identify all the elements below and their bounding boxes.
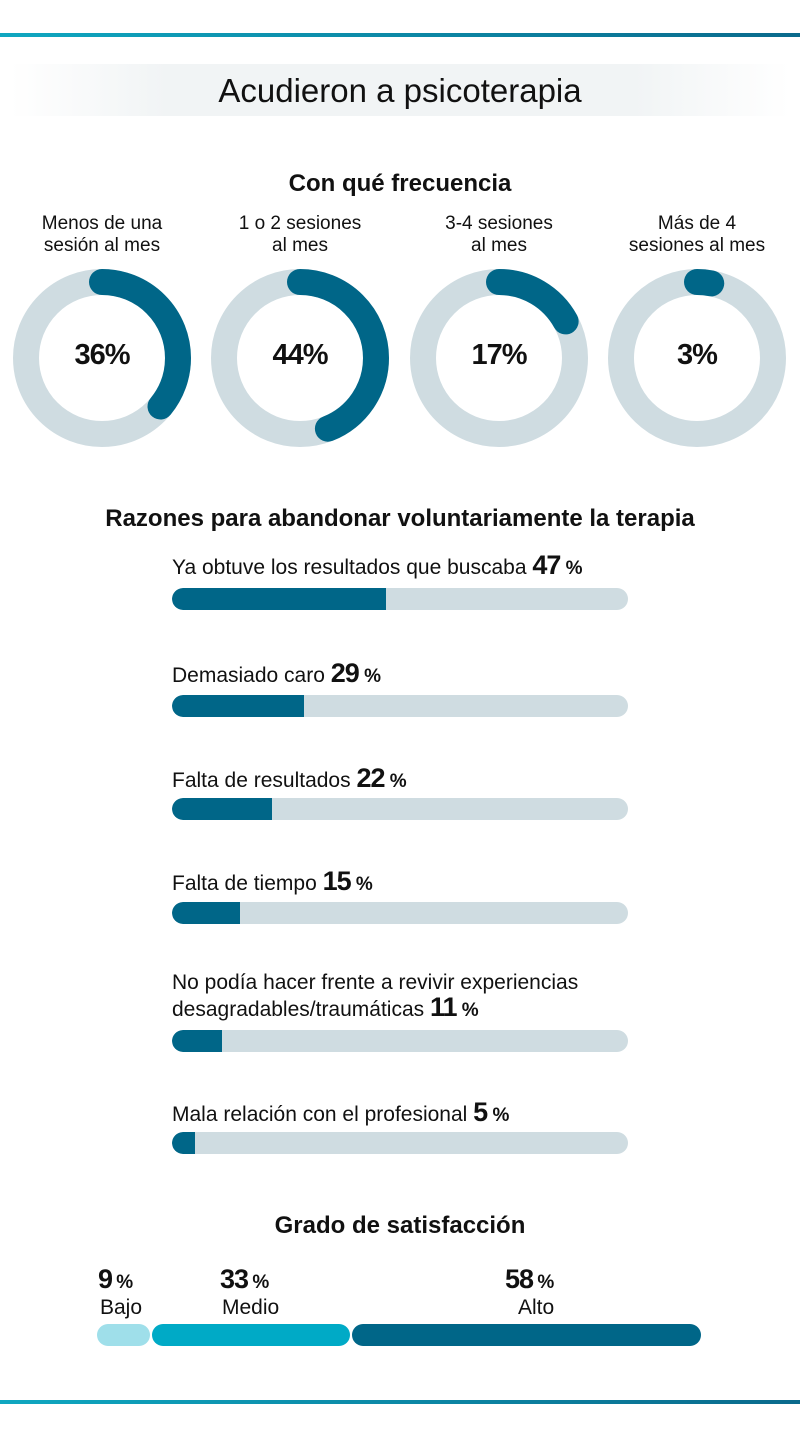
frequency-heading: Con qué frecuencia (288, 170, 512, 197)
bar-value: 22 (356, 763, 385, 793)
satisfaction-value: 58 % (505, 1264, 554, 1294)
bar-fill (172, 902, 241, 924)
bar-unit: % (384, 771, 407, 792)
bar-unit: % (358, 666, 381, 687)
bottom-rule (0, 1400, 800, 1404)
title-band (10, 64, 790, 116)
bar-label: Falta de resultados 22 % (172, 763, 672, 794)
donut-arc (410, 269, 588, 447)
satisfaction-segment-medio (151, 1324, 350, 1346)
bar-label: Ya obtuve los resultados que buscaba 47 … (172, 550, 672, 581)
bar-value: 47 (532, 550, 561, 580)
bar-category: Ya obtuve los resultados que buscaba (172, 556, 533, 579)
bar-category: No podía hacer frente a revivir experien… (172, 971, 579, 1021)
bar-label: Demasiado caro 29 % (172, 658, 672, 689)
satisfaction-value: 9 % (98, 1264, 133, 1294)
donut-arc (13, 269, 191, 447)
donut-label: Menos de una sesión al mes (41, 213, 163, 256)
reasons-heading: Razones para abandonar voluntariamente l… (105, 505, 695, 532)
page-title: Acudieron a psicoterapia (218, 72, 582, 109)
donut-chart (410, 269, 588, 447)
bar-unit: % (350, 874, 373, 895)
donut-value: 17% (471, 339, 527, 371)
bar-track (172, 798, 628, 820)
bar-category: Demasiado caro (172, 664, 331, 687)
satisfaction-heading: Grado de satisfacción (274, 1212, 526, 1239)
bar-value: 29 (330, 658, 360, 688)
satisfaction-label: Alto (518, 1296, 555, 1319)
bar-value: 11 (429, 992, 458, 1022)
bar-track (172, 588, 628, 610)
donut-value: 44% (272, 339, 328, 371)
bar-track (172, 1030, 628, 1052)
bar-label: Falta de tiempo 15 % (172, 866, 672, 897)
bar-fill (172, 588, 387, 610)
satisfaction-value: 33 % (220, 1264, 269, 1294)
satisfaction-segment-alto (351, 1324, 701, 1346)
bar-fill (172, 798, 273, 820)
bar-fill (172, 1030, 223, 1052)
satisfaction-segment-bajo (97, 1324, 150, 1346)
bar-unit: % (560, 558, 583, 579)
donut-value: 36% (74, 339, 130, 371)
bar-category: Mala relación con el profesional (172, 1103, 474, 1126)
bar-label: No podía hacer frente a revivir experien… (172, 970, 642, 1023)
bar-category: Falta de resultados (172, 769, 357, 792)
donut-chart (608, 269, 786, 447)
top-rule (0, 33, 800, 37)
donut-label: Más de 4 sesiones al mes (628, 213, 766, 256)
donut-label: 1 o 2 sesiones al mes (238, 213, 362, 256)
bar-value: 5 (473, 1097, 488, 1127)
satisfaction-label: Bajo (100, 1296, 143, 1319)
donut-value: 3% (677, 339, 718, 371)
bar-unit: % (456, 1000, 479, 1021)
donut-chart (211, 269, 389, 447)
bar-track (172, 695, 628, 717)
donut-arc (608, 269, 786, 447)
bar-track (172, 902, 628, 924)
donut-arc (211, 269, 389, 447)
bar-unit: % (487, 1105, 510, 1126)
bar-track (172, 1132, 628, 1154)
bar-fill (172, 695, 305, 717)
bar-label: Mala relación con el profesional 5 % (172, 1097, 672, 1128)
donut-label: 3-4 sesiones al mes (445, 213, 553, 256)
satisfaction-label: Medio (222, 1296, 280, 1319)
donut-chart (13, 269, 191, 447)
bar-category: Falta de tiempo (172, 872, 323, 895)
bar-value: 15 (322, 866, 352, 896)
bar-fill (172, 1132, 195, 1154)
